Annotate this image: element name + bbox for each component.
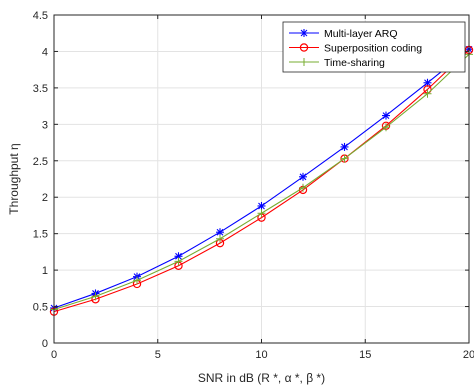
data-point — [91, 292, 100, 301]
data-point — [382, 123, 390, 132]
y-axis-label: Throughput η — [7, 143, 21, 214]
data-point — [299, 183, 307, 192]
data-point — [382, 111, 390, 120]
y-tick-label: 2 — [42, 192, 48, 204]
legend-label: Multi-layer ARQ — [324, 28, 398, 40]
legend-label: Time-sharing — [324, 57, 385, 69]
legend: Multi-layer ARQ Superposition coding Time-… — [282, 21, 466, 73]
data-point — [300, 58, 308, 66]
x-tick-label: 0 — [51, 349, 57, 361]
y-tick-label: 4 — [42, 46, 48, 58]
data-point — [299, 172, 307, 181]
y-tick-label: 1 — [42, 265, 48, 277]
x-axis-label: SNR in dB (R *, α *, β *) — [198, 371, 325, 385]
y-tick-label: 4.5 — [33, 10, 48, 22]
y-tick-label: 2.5 — [33, 156, 48, 168]
legend-entry: Time-sharing — [289, 57, 385, 69]
ticks: 0 5 10 15 20 0 0.5 1 1.5 2 2.5 3 3.5 4 4.5 — [33, 10, 474, 361]
data-point — [299, 43, 309, 52]
y-tick-label: 0 — [42, 338, 48, 350]
x-tick-label: 15 — [359, 349, 371, 361]
y-tick-label: 3.5 — [33, 83, 48, 95]
legend-entry: Superposition coding — [289, 42, 422, 54]
x-tick-label: 20 — [463, 349, 474, 361]
x-tick-label: 5 — [155, 349, 161, 361]
data-point — [216, 234, 224, 243]
x-tick-label: 10 — [255, 349, 267, 361]
data-point — [423, 89, 432, 98]
data-point — [300, 29, 308, 37]
y-tick-label: 3 — [42, 119, 48, 131]
data-point — [174, 257, 183, 266]
data-point — [340, 142, 349, 151]
series-group — [49, 45, 474, 316]
series-line — [53, 49, 470, 313]
data-point — [133, 276, 141, 285]
series-2 — [50, 50, 473, 314]
y-tick-label: 1.5 — [33, 229, 48, 241]
legend-entry: Multi-layer ARQ — [289, 28, 398, 40]
data-point — [257, 209, 266, 218]
y-tick-label: 0.5 — [33, 302, 48, 314]
legend-label: Superposition coding — [324, 42, 422, 54]
data-point — [257, 201, 266, 210]
data-point — [340, 154, 349, 163]
